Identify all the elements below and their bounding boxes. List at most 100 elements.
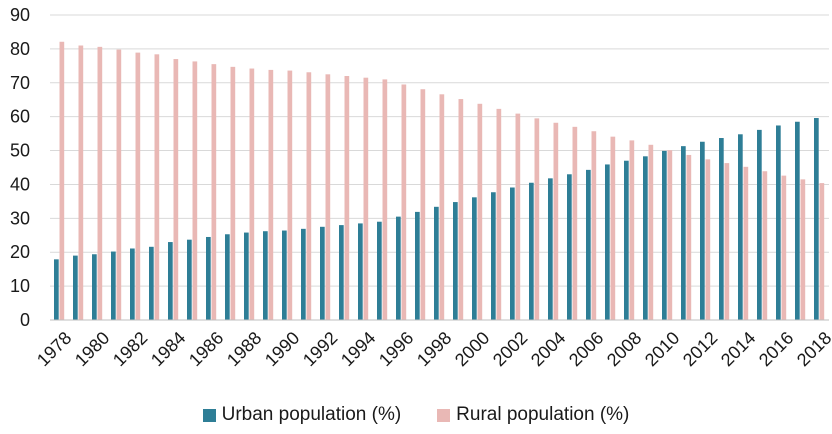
x-tick-label: 1994 bbox=[337, 328, 379, 370]
bar-urban bbox=[605, 164, 610, 320]
bar-urban bbox=[282, 230, 287, 320]
bar-urban bbox=[738, 134, 743, 320]
x-tick-label: 1996 bbox=[375, 328, 417, 370]
bar-rural bbox=[211, 64, 217, 320]
y-tick-label: 30 bbox=[10, 208, 30, 228]
bar-urban bbox=[643, 156, 648, 320]
bar-urban bbox=[73, 255, 78, 320]
bar-rural bbox=[800, 179, 806, 320]
bar-rural bbox=[78, 45, 84, 320]
bar-rural bbox=[154, 54, 160, 321]
x-tick-label: 1990 bbox=[261, 328, 303, 370]
bar-urban bbox=[111, 251, 116, 320]
bar-urban bbox=[168, 242, 173, 320]
x-tick-label: 2012 bbox=[679, 328, 721, 370]
bar-rural bbox=[705, 159, 711, 320]
bar-rural bbox=[610, 136, 616, 320]
y-tick-label: 10 bbox=[10, 276, 30, 296]
bar-urban bbox=[529, 182, 534, 320]
bar-rural bbox=[420, 89, 426, 320]
x-axis-ticks: 1978198019821984198619881990199219941996… bbox=[33, 328, 832, 370]
bar-rural bbox=[135, 52, 141, 320]
bar-urban bbox=[415, 211, 420, 320]
x-tick-label: 2008 bbox=[603, 328, 645, 370]
bar-urban bbox=[206, 236, 211, 320]
bar-rural bbox=[401, 84, 407, 320]
bar-urban bbox=[92, 254, 97, 320]
x-tick-label: 2018 bbox=[793, 328, 832, 370]
bar-urban bbox=[434, 206, 439, 320]
bar-rural bbox=[173, 59, 179, 321]
bar-rural bbox=[477, 103, 483, 321]
x-tick-label: 1998 bbox=[413, 328, 455, 370]
bar-urban bbox=[358, 223, 363, 320]
y-tick-label: 0 bbox=[20, 310, 30, 330]
x-tick-label: 2004 bbox=[527, 328, 569, 370]
bar-rural bbox=[363, 77, 369, 320]
x-tick-label: 1980 bbox=[71, 328, 113, 370]
x-tick-label: 2014 bbox=[717, 328, 759, 370]
bar-urban bbox=[700, 141, 705, 320]
bar-rural bbox=[629, 140, 635, 320]
legend-item-urban: Urban population (%) bbox=[202, 404, 402, 426]
bar-urban bbox=[187, 239, 192, 320]
bar-urban bbox=[757, 129, 762, 320]
bar-urban bbox=[491, 192, 496, 320]
x-tick-label: 1978 bbox=[33, 328, 75, 370]
bar-urban bbox=[130, 248, 135, 320]
y-tick-label: 70 bbox=[10, 73, 30, 93]
x-tick-label: 2000 bbox=[451, 328, 493, 370]
bar-urban bbox=[54, 259, 59, 320]
x-tick-label: 1984 bbox=[147, 328, 189, 370]
x-tick-label: 1988 bbox=[223, 328, 265, 370]
bar-urban bbox=[472, 197, 477, 320]
y-tick-label: 40 bbox=[10, 174, 30, 194]
bar-urban bbox=[681, 146, 686, 320]
y-tick-label: 80 bbox=[10, 39, 30, 59]
bar-urban bbox=[225, 234, 230, 320]
bar-urban bbox=[149, 246, 154, 320]
x-tick-label: 1986 bbox=[185, 328, 227, 370]
bar-rural bbox=[97, 46, 103, 320]
bar-rural bbox=[572, 126, 578, 320]
y-tick-label: 50 bbox=[10, 141, 30, 161]
bar-rural bbox=[743, 166, 749, 320]
bar-rural bbox=[667, 150, 673, 320]
bar-urban bbox=[776, 125, 781, 320]
bar-urban bbox=[339, 225, 344, 320]
bar-urban bbox=[510, 187, 515, 320]
bars bbox=[54, 41, 825, 321]
bar-rural bbox=[458, 99, 464, 321]
bar-rural bbox=[192, 61, 198, 321]
x-tick-label: 1992 bbox=[299, 328, 341, 370]
bar-rural bbox=[534, 118, 540, 320]
legend-label-urban: Urban population (%) bbox=[221, 404, 402, 425]
x-tick-label: 2002 bbox=[489, 328, 531, 370]
bar-urban bbox=[624, 160, 629, 320]
bar-rural bbox=[116, 49, 122, 321]
bar-urban bbox=[377, 221, 382, 320]
bar-rural bbox=[819, 183, 825, 320]
y-axis-ticks: 0 10 20 30 40 50 60 70 80 90 bbox=[10, 5, 30, 330]
y-tick-label: 20 bbox=[10, 242, 30, 262]
bar-rural bbox=[496, 108, 502, 320]
bar-rural bbox=[686, 154, 692, 320]
bar-urban bbox=[795, 121, 800, 320]
bar-rural bbox=[287, 70, 293, 320]
bar-urban bbox=[586, 169, 591, 320]
x-tick-label: 2016 bbox=[755, 328, 797, 370]
legend-label-rural: Rural population (%) bbox=[456, 404, 630, 425]
bar-urban bbox=[548, 178, 553, 320]
x-tick-label: 2010 bbox=[641, 328, 683, 370]
bar-rural bbox=[268, 69, 274, 321]
bar-rural bbox=[325, 74, 331, 320]
legend-item-rural: Rural population (%) bbox=[437, 404, 629, 426]
bar-rural bbox=[344, 76, 350, 320]
bar-urban bbox=[814, 118, 819, 321]
bar-rural bbox=[382, 79, 388, 320]
bar-rural bbox=[59, 41, 65, 321]
bar-rural bbox=[249, 68, 255, 321]
bar-chart: 0 10 20 30 40 50 60 70 80 90 19781980198219841986… bbox=[10, 5, 832, 370]
bar-rural bbox=[591, 131, 597, 320]
bar-urban bbox=[396, 216, 401, 320]
